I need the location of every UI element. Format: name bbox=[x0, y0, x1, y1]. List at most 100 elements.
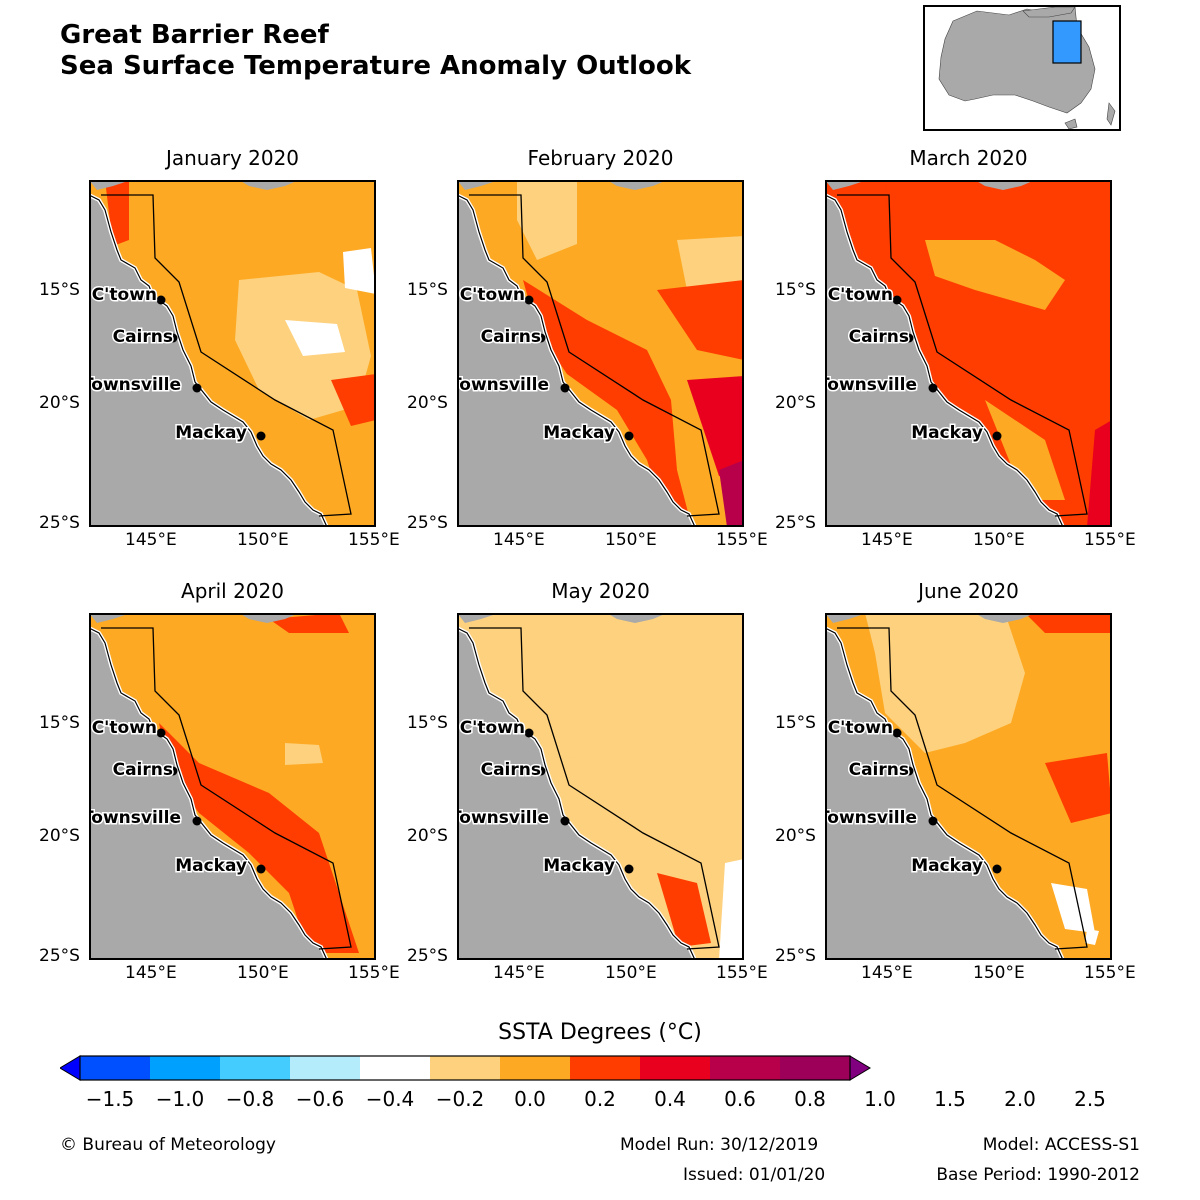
city-marker bbox=[624, 431, 634, 441]
latitude-tick-label: 15°S bbox=[775, 713, 816, 733]
ssta-anomaly-patch bbox=[719, 859, 744, 960]
city-marker bbox=[560, 816, 570, 826]
colorbar-tick-label: 2.0 bbox=[1004, 1087, 1036, 1111]
city-label: C'town bbox=[460, 285, 525, 305]
ssta-anomaly-patch bbox=[517, 180, 744, 290]
panel-title: February 2020 bbox=[527, 146, 674, 170]
city-label: Mackay bbox=[911, 856, 983, 876]
city-label: Cairns bbox=[481, 760, 541, 780]
latitude-tick-label: 25°S bbox=[39, 946, 80, 966]
colorbar-bin bbox=[640, 1056, 710, 1080]
longitude-tick-label: 145°E bbox=[493, 963, 545, 983]
colorbar bbox=[60, 1055, 871, 1081]
city-label: Townsville bbox=[825, 808, 917, 828]
city-marker bbox=[192, 816, 202, 826]
colorbar-bin bbox=[430, 1056, 500, 1080]
ssta-anomaly-patch bbox=[657, 873, 711, 947]
land-mass bbox=[457, 613, 695, 960]
ssta-anomaly-patch bbox=[1085, 929, 1099, 945]
longitude-tick-label: 150°E bbox=[605, 963, 657, 983]
colorbar-bin bbox=[570, 1056, 640, 1080]
colorbar-tick-label: 2.5 bbox=[1074, 1087, 1106, 1111]
city-label: Townsville bbox=[825, 375, 917, 395]
ssta-anomaly-patch bbox=[865, 613, 1025, 753]
city-marker bbox=[992, 864, 1002, 874]
colorbar-bin bbox=[220, 1056, 290, 1080]
colorbar-extend-high bbox=[849, 1055, 871, 1081]
city-label: C'town bbox=[828, 718, 893, 738]
land-mass bbox=[89, 613, 327, 960]
ssta-anomaly-patch bbox=[925, 240, 1065, 500]
ssta-anomaly-patch bbox=[285, 248, 376, 356]
colorbar-extend-low bbox=[60, 1055, 81, 1081]
latitude-tick-label: 15°S bbox=[39, 280, 80, 300]
land-mass bbox=[89, 180, 327, 527]
city-marker bbox=[928, 383, 938, 393]
city-label: C'town bbox=[828, 285, 893, 305]
latitude-tick-label: 20°S bbox=[775, 393, 816, 413]
map-frame bbox=[89, 180, 376, 527]
colorbar-tick-label: −0.4 bbox=[365, 1087, 415, 1111]
colorbar-outline bbox=[79, 1055, 851, 1081]
inset-locator-map bbox=[923, 5, 1121, 131]
ssta-anomaly-patch bbox=[523, 280, 744, 516]
city-label: Townsville bbox=[89, 375, 181, 395]
city-marker bbox=[928, 816, 938, 826]
latitude-tick-label: 20°S bbox=[407, 826, 448, 846]
map-panel: C'town Cairns Townsville Mackay bbox=[825, 180, 1112, 527]
city-marker bbox=[624, 864, 634, 874]
latitude-tick-label: 15°S bbox=[407, 280, 448, 300]
panel-title: June 2020 bbox=[918, 579, 1019, 603]
longitude-tick-label: 145°E bbox=[125, 530, 177, 550]
gbr-region-outline bbox=[469, 194, 720, 517]
colorbar-bin bbox=[360, 1056, 430, 1080]
city-label: Mackay bbox=[911, 423, 983, 443]
longitude-tick-label: 155°E bbox=[716, 530, 768, 550]
city-marker bbox=[892, 295, 902, 305]
city-marker bbox=[904, 766, 914, 776]
gbr-region-outline bbox=[837, 627, 1088, 950]
city-label: C'town bbox=[460, 718, 525, 738]
inset-gbr-highlight bbox=[1052, 20, 1082, 64]
city-label: Mackay bbox=[175, 423, 247, 443]
city-marker bbox=[156, 728, 166, 738]
city-marker bbox=[892, 728, 902, 738]
longitude-tick-label: 145°E bbox=[493, 530, 545, 550]
city-marker bbox=[524, 728, 534, 738]
colorbar-title: SSTA Degrees (°C) bbox=[498, 1020, 702, 1045]
ssta-anomaly-patch bbox=[1087, 420, 1112, 527]
longitude-tick-label: 155°E bbox=[348, 963, 400, 983]
colorbar-tick-label: 0.2 bbox=[584, 1087, 616, 1111]
city-label: Cairns bbox=[113, 760, 173, 780]
latitude-tick-label: 20°S bbox=[407, 393, 448, 413]
model-text: Model: ACCESS-S1 bbox=[982, 1135, 1140, 1155]
city-label: Cairns bbox=[849, 760, 909, 780]
colorbar-bin bbox=[710, 1056, 780, 1080]
latitude-tick-label: 15°S bbox=[39, 713, 80, 733]
city-marker bbox=[192, 383, 202, 393]
gbr-region-outline bbox=[101, 194, 352, 517]
city-marker bbox=[156, 295, 166, 305]
latitude-tick-label: 15°S bbox=[407, 713, 448, 733]
map-panel: C'town Cairns Townsville Mackay bbox=[89, 613, 376, 960]
colorbar-tick-label: 0.6 bbox=[724, 1087, 756, 1111]
city-marker bbox=[536, 766, 546, 776]
city-marker bbox=[256, 864, 266, 874]
latitude-tick-label: 25°S bbox=[775, 946, 816, 966]
panel-title: April 2020 bbox=[181, 579, 284, 603]
longitude-tick-label: 155°E bbox=[716, 963, 768, 983]
chart-title-line2: Sea Surface Temperature Anomaly Outlook bbox=[60, 51, 692, 81]
colorbar-tick-label: −1.5 bbox=[85, 1087, 135, 1111]
map-frame bbox=[89, 613, 376, 960]
colorbar-tick-label: 0.8 bbox=[794, 1087, 826, 1111]
colorbar-bin bbox=[780, 1056, 850, 1080]
base-period-text: Base Period: 1990-2012 bbox=[936, 1165, 1140, 1185]
city-label: Townsville bbox=[457, 808, 549, 828]
land-mass bbox=[457, 180, 695, 527]
longitude-tick-label: 145°E bbox=[861, 530, 913, 550]
colorbar-tick-label: −0.2 bbox=[435, 1087, 485, 1111]
gbr-region-outline bbox=[837, 194, 1088, 517]
city-label: Mackay bbox=[175, 856, 247, 876]
inset-new-guinea bbox=[1022, 6, 1076, 18]
map-frame bbox=[825, 613, 1112, 960]
